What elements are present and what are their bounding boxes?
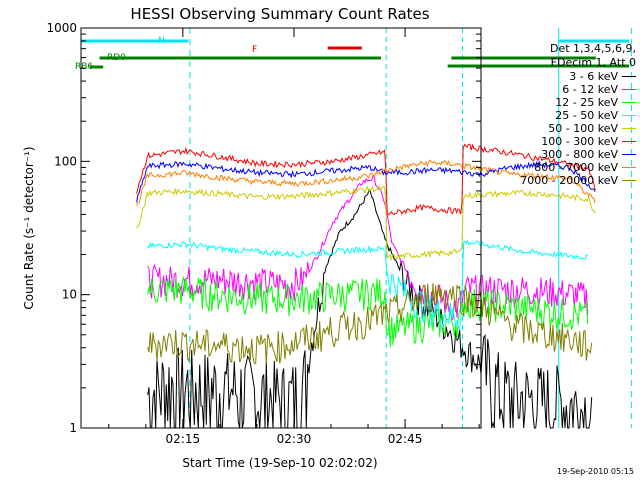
- legend-entry: 6 - 12 keV: [486, 83, 636, 96]
- legend-entries: 3 - 6 keV 6 - 12 keV 12 - 25 keV 25 - 50 ke…: [486, 70, 636, 187]
- series-line-5: [136, 143, 596, 216]
- legend-swatch: [622, 180, 636, 181]
- legend-entry-label: 7000 - 20000 keV: [520, 174, 618, 187]
- x-tick-label: 02:15: [166, 432, 201, 446]
- legend-entry: 100 - 300 keV: [486, 135, 636, 148]
- series-line-6: [136, 160, 596, 203]
- plot-border: [80, 27, 482, 429]
- legend-swatch: [622, 76, 636, 77]
- legend-header-line-1: Det 1,3,4,5,6,9,: [549, 42, 636, 55]
- flag-label-n: N: [158, 36, 165, 46]
- y-tick-label: 10: [62, 288, 77, 302]
- legend-entry-label: 300 - 800 keV: [541, 148, 618, 161]
- legend-entry: 7000 - 20000 keV: [486, 174, 636, 187]
- legend-swatch: [622, 128, 636, 129]
- generation-timestamp: 19-Sep-2010 05:15: [557, 467, 634, 476]
- flag-bars: N RD0 RB6 F: [75, 36, 630, 72]
- series-line-3: [147, 239, 589, 332]
- legend-entry-label: 100 - 300 keV: [541, 135, 618, 148]
- flag-label-rb6: RB6: [75, 62, 93, 72]
- y-tick-label: 1: [69, 421, 77, 435]
- legend-entry-label: 25 - 50 keV: [555, 109, 618, 122]
- legend-entry-label: 800 - 7000 keV: [534, 161, 618, 174]
- legend-swatch: [622, 115, 636, 116]
- series-line-8: [147, 283, 593, 365]
- legend-entry: 25 - 50 keV: [486, 109, 636, 122]
- legend-header-line-2: FDecim 1, Att 0: [550, 56, 636, 69]
- y-tick-label: 100: [54, 154, 77, 168]
- y-tick-label: 1000: [46, 21, 77, 35]
- plot-frame: [80, 27, 482, 429]
- legend-entry: 300 - 800 keV: [486, 148, 636, 161]
- x-axis-ticks: 02:15 02:30 02:45: [108, 28, 480, 446]
- legend-entry-label: 6 - 12 keV: [562, 83, 618, 96]
- series-line-4: [136, 184, 596, 262]
- legend-swatch: [622, 102, 636, 103]
- legend-entry: 12 - 25 keV: [486, 96, 636, 109]
- flag-label-rd0: RD0: [107, 53, 126, 63]
- legend-entry-label: 3 - 6 keV: [569, 70, 618, 83]
- saa-markers: [385, 28, 463, 428]
- x-axis-label: Start Time (19-Sep-10 02:02:02): [182, 456, 377, 470]
- legend-swatch: [622, 167, 636, 168]
- x-tick-label: 02:30: [277, 432, 312, 446]
- flag-label-f: F: [252, 45, 257, 55]
- series-line-1: [147, 174, 589, 322]
- series-line-7: [136, 159, 596, 206]
- legend: Det 1,3,4,5,6,9, FDecim 1, Att 0 3 - 6 k…: [486, 42, 636, 187]
- legend-swatch: [622, 154, 636, 155]
- legend-swatch: [622, 141, 636, 142]
- chart-title: HESSI Observing Summary Count Rates: [130, 5, 429, 23]
- x-tick-label: 02:45: [388, 432, 423, 446]
- series-line-2: [147, 276, 589, 347]
- legend-entry: 800 - 7000 keV: [486, 161, 636, 174]
- legend-entry: 3 - 6 keV: [486, 70, 636, 83]
- legend-entry-label: 50 - 100 keV: [548, 122, 618, 135]
- y-axis-ticks: 1 10 100 1000: [46, 21, 481, 435]
- legend-swatch: [622, 89, 636, 90]
- y-axis-label: Count Rate (s⁻¹ detector⁻¹): [22, 146, 36, 309]
- legend-entry: 50 - 100 keV: [486, 122, 636, 135]
- legend-entry-label: 12 - 25 keV: [555, 96, 618, 109]
